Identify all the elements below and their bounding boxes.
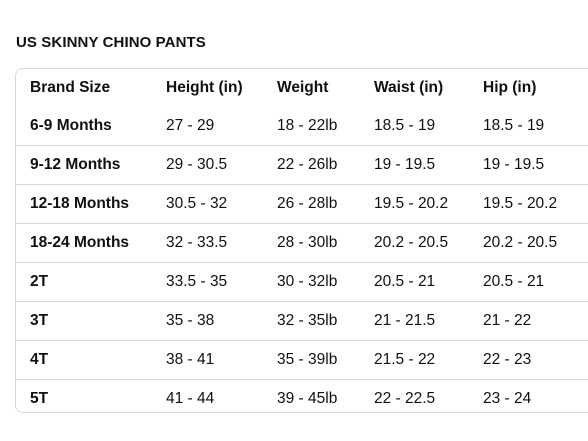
height-cell: 38 - 41: [166, 340, 277, 380]
size-cell: 18-24 Months: [16, 223, 166, 263]
height-cell: 32 - 33.5: [166, 223, 277, 263]
height-cell: 29 - 30.5: [166, 145, 277, 185]
table-header-row: Brand Size Height (in) Weight Waist (in)…: [16, 69, 588, 107]
waist-cell: 19.5 - 20.2: [374, 184, 483, 224]
header-hip: Hip (in): [483, 79, 537, 96]
weight-cell: 26 - 28lb: [277, 184, 374, 224]
weight-cell: 35 - 39lb: [277, 340, 374, 380]
height-cell: 41 - 44: [166, 379, 277, 412]
table-row: 4T 38 - 41 35 - 39lb 21.5 - 22 22 - 23: [16, 340, 588, 380]
table-row: 6-9 Months 27 - 29 18 - 22lb 18.5 - 19 1…: [16, 107, 588, 146]
weight-cell: 22 - 26lb: [277, 145, 374, 185]
table-row: 9-12 Months 29 - 30.5 22 - 26lb 19 - 19.…: [16, 145, 588, 185]
size-cell: 12-18 Months: [16, 184, 166, 224]
weight-cell: 28 - 30lb: [277, 223, 374, 263]
table-row: 5T 41 - 44 39 - 45lb 22 - 22.5 23 - 24: [16, 379, 588, 412]
weight-cell: 30 - 32lb: [277, 262, 374, 302]
hip-cell: 19 - 19.5: [483, 145, 588, 185]
page-title: US SKINNY CHINO PANTS: [16, 34, 206, 51]
header-brand-size: Brand Size: [30, 79, 111, 96]
table-row: 3T 35 - 38 32 - 35lb 21 - 21.5 21 - 22: [16, 301, 588, 341]
hip-cell: 18.5 - 19: [483, 117, 545, 134]
table-row: 2T 33.5 - 35 30 - 32lb 20.5 - 21 20.5 - …: [16, 262, 588, 302]
hip-cell: 22 - 23: [483, 340, 588, 380]
header-waist: Waist (in): [374, 79, 444, 96]
height-cell: 30.5 - 32: [166, 184, 277, 224]
header-height: Height (in): [166, 79, 243, 96]
header-weight: Weight: [277, 79, 329, 96]
size-cell: 3T: [16, 301, 166, 341]
hip-cell: 21 - 22: [483, 301, 588, 341]
size-table: Brand Size Height (in) Weight Waist (in)…: [16, 69, 588, 412]
height-cell: 35 - 38: [166, 301, 277, 341]
weight-cell: 32 - 35lb: [277, 301, 374, 341]
hip-cell: 20.2 - 20.5: [483, 223, 588, 263]
waist-cell: 18.5 - 19: [374, 117, 436, 134]
waist-cell: 20.2 - 20.5: [374, 223, 483, 263]
waist-cell: 21 - 21.5: [374, 301, 483, 341]
size-cell: 6-9 Months: [30, 117, 112, 134]
waist-cell: 19 - 19.5: [374, 145, 483, 185]
height-cell: 33.5 - 35: [166, 262, 277, 302]
table-row: 12-18 Months 30.5 - 32 26 - 28lb 19.5 - …: [16, 184, 588, 224]
size-cell: 9-12 Months: [16, 145, 166, 185]
size-cell: 2T: [16, 262, 166, 302]
waist-cell: 21.5 - 22: [374, 340, 483, 380]
table-row: 18-24 Months 32 - 33.5 28 - 30lb 20.2 - …: [16, 223, 588, 263]
size-cell: 5T: [16, 379, 166, 412]
size-chart-table: Brand Size Height (in) Weight Waist (in)…: [15, 68, 588, 413]
weight-cell: 39 - 45lb: [277, 379, 374, 412]
waist-cell: 22 - 22.5: [374, 379, 483, 412]
hip-cell: 20.5 - 21: [483, 262, 588, 302]
hip-cell: 23 - 24: [483, 379, 588, 412]
size-cell: 4T: [16, 340, 166, 380]
weight-cell: 18 - 22lb: [277, 117, 338, 134]
waist-cell: 20.5 - 21: [374, 262, 483, 302]
hip-cell: 19.5 - 20.2: [483, 184, 588, 224]
height-cell: 27 - 29: [166, 117, 215, 134]
